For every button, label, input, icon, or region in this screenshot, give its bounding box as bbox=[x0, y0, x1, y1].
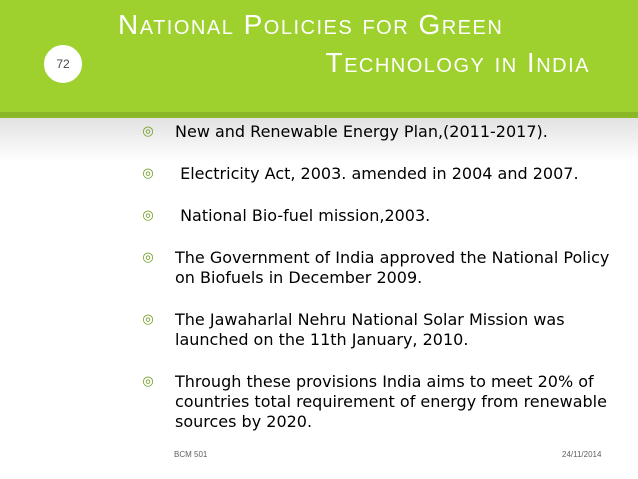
bullet-item: ◎ Electricity Act, 2003. amended in 2004… bbox=[139, 164, 619, 184]
slide-title-line-2: Technology in India bbox=[325, 47, 590, 78]
title-banner bbox=[0, 0, 638, 118]
target-bullet-icon: ◎ bbox=[142, 124, 154, 139]
target-bullet-icon: ◎ bbox=[142, 312, 154, 327]
bullet-text: National Bio-fuel mission,2003. bbox=[175, 206, 431, 225]
slide-title-line-1: National Policies for Green bbox=[118, 9, 504, 40]
bullet-text: New and Renewable Energy Plan,(2011-2017… bbox=[175, 122, 548, 141]
target-bullet-icon: ◎ bbox=[142, 166, 154, 181]
slide-title: National Policies for Green Technology i… bbox=[118, 6, 618, 82]
bullet-text: Through these provisions India aims to m… bbox=[175, 372, 607, 431]
bullet-item: ◎ The Government of India approved the Na… bbox=[139, 248, 619, 288]
target-bullet-icon: ◎ bbox=[142, 250, 154, 265]
banner-shadow bbox=[0, 112, 638, 162]
target-bullet-icon: ◎ bbox=[142, 208, 154, 223]
bullet-item: ◎ New and Renewable Energy Plan,(2011-201… bbox=[139, 122, 619, 142]
page-number-badge: 72 bbox=[42, 43, 84, 85]
bullet-item: ◎ The Jawaharlal Nehru National Solar Mis… bbox=[139, 310, 619, 350]
bullet-item: ◎ National Bio-fuel mission,2003. bbox=[139, 206, 619, 226]
bullet-text: The Jawaharlal Nehru National Solar Miss… bbox=[175, 310, 565, 349]
footer-date: 24/11/2014 bbox=[562, 450, 602, 459]
bullet-item: ◎ Through these provisions India aims to… bbox=[139, 372, 619, 432]
target-bullet-icon: ◎ bbox=[142, 374, 154, 389]
bullet-text: The Government of India approved the Nat… bbox=[175, 248, 610, 287]
page-number: 72 bbox=[56, 57, 70, 71]
bullet-list: ◎ New and Renewable Energy Plan,(2011-201… bbox=[139, 122, 619, 454]
footer-course-code: BCM 501 bbox=[174, 450, 208, 459]
bullet-text: Electricity Act, 2003. amended in 2004 a… bbox=[175, 164, 579, 183]
